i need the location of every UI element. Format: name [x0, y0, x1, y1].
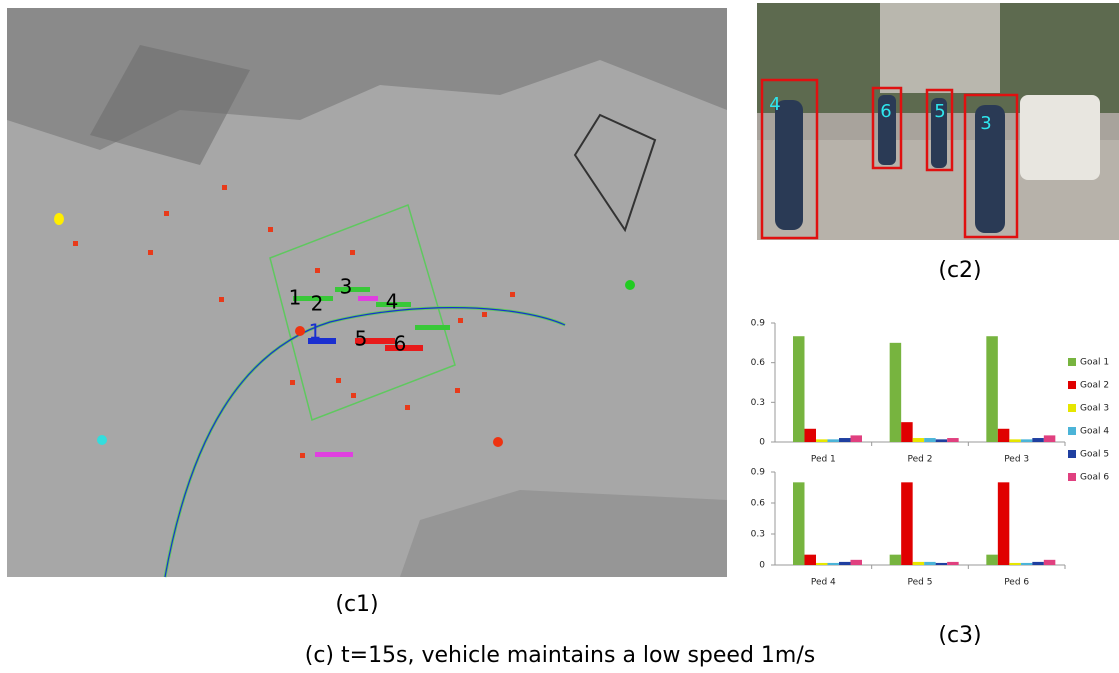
map: 1 2 3 4 1 5 6: [7, 8, 727, 577]
bar: [986, 336, 998, 442]
legend-swatch: [1068, 473, 1076, 481]
caption-c3: (c3): [938, 623, 981, 648]
ped-label: 5: [355, 327, 368, 351]
bar: [890, 555, 902, 565]
bar: [947, 562, 959, 565]
bar: [998, 482, 1010, 565]
bar: [805, 555, 817, 565]
bar: [793, 336, 805, 442]
caption-c2: (c2): [938, 258, 981, 283]
x-tick-label: Ped 1: [811, 455, 836, 465]
y-tick-label: 0.3: [751, 398, 765, 408]
legend-swatch: [1068, 381, 1076, 389]
photo-person: [775, 100, 803, 230]
legend-swatch: [1068, 450, 1076, 458]
ped-label: 3: [340, 275, 353, 299]
bar: [986, 555, 998, 565]
legend-swatch: [1068, 358, 1076, 366]
bar: [924, 438, 936, 442]
goal-dot: [625, 280, 635, 290]
x-tick-label: Ped 5: [908, 578, 933, 588]
legend-label: Goal 5: [1080, 450, 1109, 460]
legend-swatch: [1068, 427, 1076, 435]
y-tick-label: 0.6: [751, 358, 766, 368]
ped-label: 2: [311, 292, 324, 316]
legend-label: Goal 6: [1080, 473, 1109, 483]
bar: [1032, 562, 1044, 565]
bar: [851, 435, 863, 442]
goal-dot: [493, 437, 503, 447]
bar: [839, 438, 851, 442]
y-tick-label: 0.6: [751, 499, 766, 509]
y-tick-label: 0: [759, 561, 765, 571]
legend-label: Goal 4: [1080, 427, 1109, 437]
legend-label: Goal 2: [1080, 381, 1109, 391]
bar: [851, 560, 863, 565]
bar: [998, 429, 1010, 442]
bar: [816, 439, 828, 442]
bar: [947, 438, 959, 442]
ped-label: 4: [386, 290, 399, 314]
bar: [936, 563, 948, 565]
bar: [901, 422, 913, 442]
bar: [901, 482, 913, 565]
bar: [816, 563, 828, 565]
bar: [839, 562, 851, 565]
goal-dot: [97, 435, 107, 445]
bar: [828, 439, 840, 442]
photo: 4 6 5 3: [757, 3, 1119, 240]
bar: [924, 562, 936, 565]
ped-track: [358, 296, 378, 301]
ped-label: 1: [289, 286, 302, 310]
figure: 1 2 3 4 1 5 6 (c1) 4 6 5 3: [0, 0, 1119, 673]
bar: [913, 562, 925, 565]
legend-label: Goal 3: [1080, 404, 1109, 414]
bar: [1009, 439, 1021, 442]
photo-building: [880, 3, 1000, 93]
ped-label: 4: [769, 94, 780, 115]
bar: [805, 429, 817, 442]
bar: [913, 438, 925, 442]
y-tick-label: 0.9: [751, 468, 766, 478]
figure-caption: (c) t=15s, vehicle maintains a low speed…: [305, 643, 815, 668]
bar: [828, 563, 840, 565]
legend-label: Goal 1: [1080, 358, 1109, 368]
y-tick-label: 0: [759, 438, 765, 448]
photo-cart: [1020, 95, 1100, 180]
ped-label: 5: [934, 101, 945, 122]
bar: [1044, 435, 1056, 442]
y-tick-label: 0.9: [751, 319, 766, 329]
x-tick-label: Ped 3: [1004, 455, 1029, 465]
bar: [1021, 439, 1032, 442]
bar: [1044, 560, 1056, 565]
legend-swatch: [1068, 404, 1076, 412]
x-tick-label: Ped 2: [908, 455, 933, 465]
vehicle-dot: [295, 326, 305, 336]
bar: [890, 343, 902, 442]
x-tick-label: Ped 4: [811, 578, 836, 588]
ped-label: 6: [394, 332, 407, 356]
caption-c1: (c1): [335, 592, 378, 617]
ped-track: [415, 325, 450, 330]
x-tick-label: Ped 6: [1004, 578, 1029, 588]
bar-chart: 0 0.3 0.6 0.9 0 0.3 0.6 0.9 Ped 1 Ped 2 Ped 3 Ped 4…: [751, 319, 1110, 588]
bar: [1009, 563, 1021, 565]
page: 1 2 3 4 1 5 6 (c1) 4 6 5 3: [0, 0, 1119, 673]
ped-track: [315, 452, 353, 457]
bar: [1021, 563, 1032, 565]
bar: [936, 439, 948, 442]
bar: [1032, 438, 1044, 442]
ped-label: 6: [880, 101, 891, 122]
ped-label: 1: [309, 320, 322, 344]
ped-label: 3: [980, 113, 991, 134]
bar: [793, 482, 805, 565]
y-tick-label: 0.3: [751, 530, 765, 540]
goal-dot: [54, 213, 64, 225]
